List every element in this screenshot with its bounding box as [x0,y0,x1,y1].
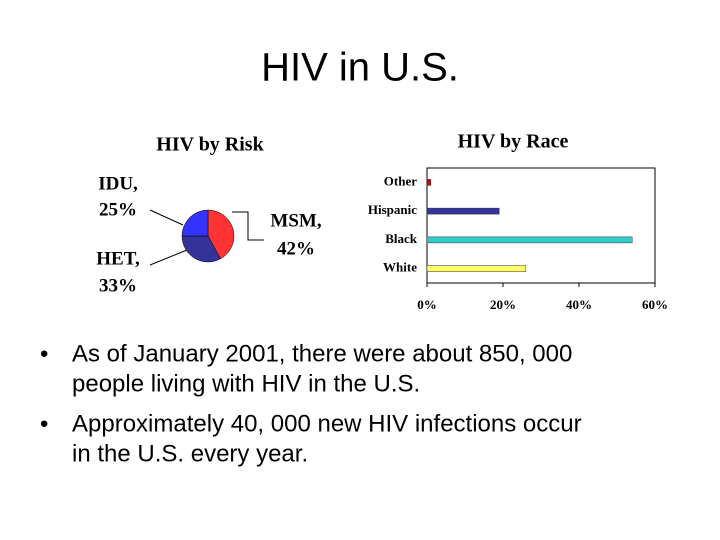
leader-line [232,211,264,241]
pie-slice [181,235,221,263]
chart-title: HIV by Race [458,131,569,153]
chart-title: HIV by Risk [156,134,264,156]
plot-frame [426,167,656,284]
pie-slice [207,209,235,260]
bar [426,179,432,186]
x-tick-label: 60% [642,297,668,312]
y-tick-label: Other [384,173,417,188]
pie-category-label: HET, [96,248,140,269]
bullet-dot: • [40,410,48,437]
leader-line [149,249,188,266]
y-tick-label: Hispanic [368,202,417,217]
pie-value-label: 25% [99,199,137,220]
bullet-text: in the U.S. every year. [72,440,308,467]
slide-title: HIV in U.S. [261,46,459,90]
y-tick-label: Black [385,231,418,246]
pie-category-label: IDU, [98,173,138,194]
bar [426,265,527,272]
bullet-text: Approximately 40, 000 new HIV infections… [72,410,582,437]
x-tick-label: 40% [566,297,592,312]
bullet-dot: • [40,340,48,367]
y-tick-label: White [383,260,417,275]
x-tick-label: 20% [490,297,516,312]
bar [426,207,500,215]
leader-line [149,209,184,226]
pie-value-label: 42% [277,238,315,259]
pie-slice [181,209,209,237]
bullet-text: As of January 2001, there were about 850… [72,340,572,367]
pie-category-label: MSM, [270,210,321,231]
pie-value-label: 33% [99,275,137,296]
bullet-text: people living with HIV in the U.S. [72,370,420,397]
bar [426,236,633,244]
x-tick-label: 0% [417,297,437,312]
